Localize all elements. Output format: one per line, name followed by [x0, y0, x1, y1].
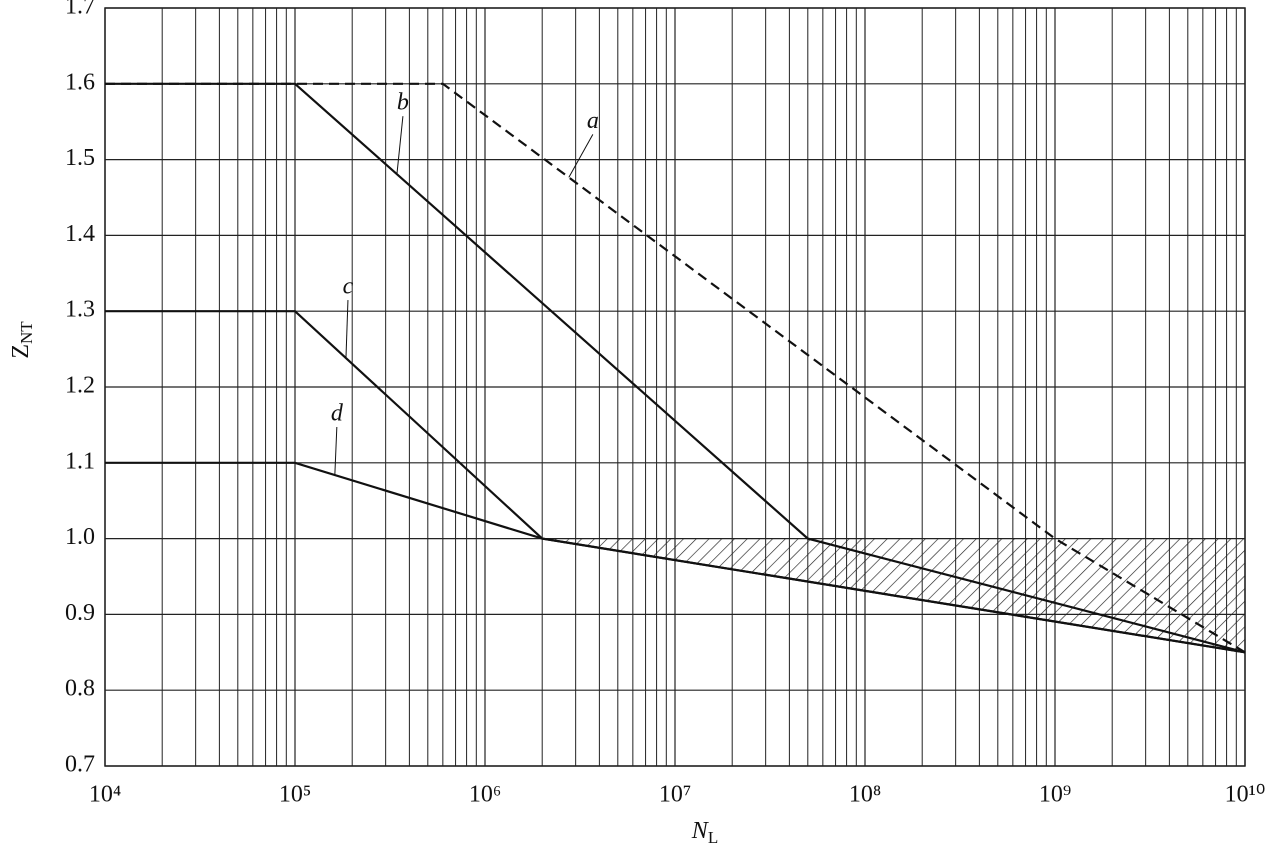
y-axis-label: ZNT: [8, 321, 36, 359]
series-label: d: [331, 401, 344, 427]
x-tick-label: 10⁶: [469, 782, 501, 808]
leader-line: [396, 116, 404, 175]
plot-frame: [104, 7, 1246, 767]
x-axis-label: NL: [691, 818, 718, 847]
y-tick-label: 1.6: [65, 69, 95, 95]
series-label: a: [587, 108, 599, 134]
y-label-main: Z: [8, 344, 34, 359]
x-label-sub: L: [708, 828, 718, 847]
x-tick-label: 10⁷: [659, 782, 691, 808]
x-tick-label: 10¹⁰: [1225, 782, 1266, 808]
leader-line: [334, 426, 338, 476]
y-tick-label: 1.7: [65, 0, 95, 20]
leader-line: [568, 134, 594, 178]
y-tick-label: 0.9: [65, 600, 95, 626]
curve: [105, 461, 1246, 654]
series-label: b: [397, 90, 409, 116]
series-label: c: [343, 274, 354, 300]
x-tick-label: 10⁸: [849, 782, 881, 808]
x-tick-label: 10⁴: [89, 782, 121, 808]
y-label-sub: NT: [17, 321, 36, 344]
y-tick-label: 0.7: [65, 752, 95, 778]
y-tick-label: 1.4: [65, 221, 95, 247]
y-tick-label: 1.2: [65, 373, 95, 399]
curve: [105, 82, 1246, 654]
y-tick-label: 1.1: [65, 448, 95, 474]
x-tick-label: 10⁵: [279, 782, 311, 808]
leader-line: [345, 300, 349, 359]
y-tick-label: 0.8: [65, 676, 95, 702]
y-tick-label: 1.5: [65, 145, 95, 171]
y-tick-label: 1.3: [65, 297, 95, 323]
x-tick-label: 10⁹: [1039, 782, 1071, 808]
x-label-main: N: [691, 818, 710, 844]
y-tick-label: 1.0: [65, 524, 95, 550]
